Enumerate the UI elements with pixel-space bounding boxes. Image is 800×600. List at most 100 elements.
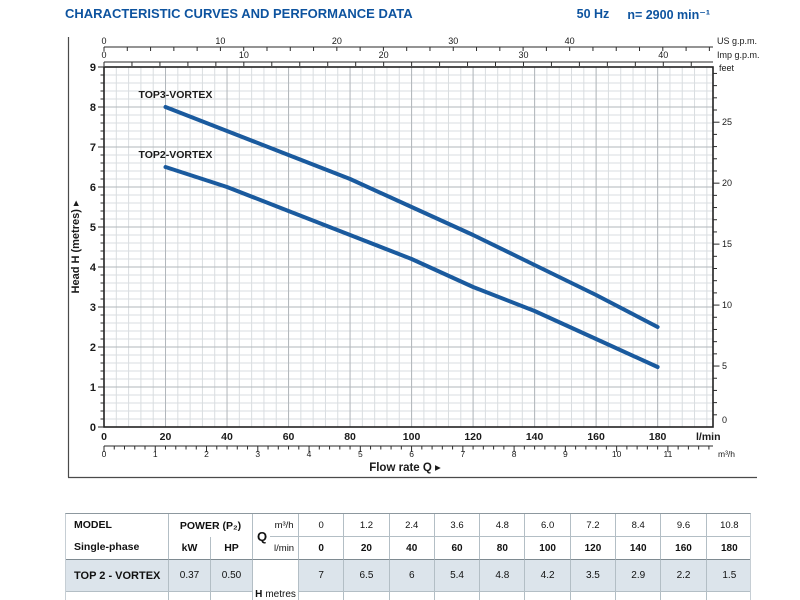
svg-text:180: 180 (649, 431, 667, 443)
model-label: MODEL (74, 519, 112, 531)
svg-text:0: 0 (101, 431, 107, 443)
svg-text:7: 7 (90, 142, 96, 154)
svg-text:TOP2-VORTEX: TOP2-VORTEX (139, 149, 213, 161)
imp-gpm-axis (103, 61, 713, 66)
svg-text:feet: feet (719, 63, 735, 73)
m3h-header-value: 1.2 (344, 514, 390, 537)
m3h-axis-ticks (103, 445, 713, 452)
feet-axis-labels: 0 5 10 15 20 25 feet (719, 63, 735, 425)
svg-text:5: 5 (358, 449, 363, 459)
m3h-header-value: 6.0 (525, 514, 571, 537)
svg-text:m³/h: m³/h (718, 449, 735, 459)
lmin-header-value: 100 (525, 537, 571, 560)
q-unit-lmin: l/min (274, 542, 295, 554)
hp-header-cell: HP (211, 537, 253, 560)
lmin-axis-labels: 0 20 40 60 80 100 120 140 160 180 l/min (101, 431, 720, 443)
hp-value-cell: 0.50 (211, 560, 253, 592)
m3h-header-value: 8.4 (616, 514, 662, 537)
m3h-header-value: 9.6 (661, 514, 707, 537)
partial-row-cell (390, 592, 435, 600)
h-label-bold: H (255, 589, 263, 600)
m3h-header-value: 7.2 (570, 514, 617, 537)
partial-row-cell (169, 592, 211, 600)
svg-text:120: 120 (464, 431, 482, 443)
m3h-header-value: 4.8 (480, 514, 526, 537)
partial-row-cell (299, 592, 345, 600)
svg-text:15: 15 (722, 239, 732, 249)
head-value: 7 (299, 560, 345, 592)
svg-text:9: 9 (90, 62, 96, 74)
svg-text:140: 140 (526, 431, 544, 443)
head-axis-ticks (98, 66, 104, 428)
partial-row-cell (616, 592, 662, 600)
head-value: 1.5 (706, 560, 750, 592)
m3h-axis-labels: 0 1 2 3 4 5 6 7 8 9 10 11 m³/h (102, 449, 736, 459)
svg-text:10: 10 (612, 449, 622, 459)
frequency-label: 50 Hz (576, 7, 610, 21)
partial-row-cell (707, 592, 750, 600)
svg-text:40: 40 (565, 36, 575, 46)
svg-text:1: 1 (153, 449, 158, 459)
model-header-cell: MODEL Single-phase (66, 514, 169, 560)
svg-text:5: 5 (90, 222, 96, 234)
svg-text:160: 160 (587, 431, 605, 443)
svg-text:10: 10 (215, 36, 225, 46)
grid-minor (104, 67, 713, 427)
partial-row-cell (211, 592, 253, 600)
partial-row-cell (661, 592, 707, 600)
m3h-header-value: 2.4 (389, 514, 435, 537)
lmin-header-value: 160 (661, 537, 707, 560)
q-label: Q (257, 529, 268, 544)
power-header-cell: POWER (P₂) (169, 514, 253, 537)
svg-text:4: 4 (307, 449, 312, 459)
svg-text:l/min: l/min (696, 431, 721, 443)
svg-text:Head H (metres) ▸: Head H (metres) ▸ (70, 200, 82, 293)
performance-table: MODEL Single-phase POWER (P₂) kW HP Q m³… (65, 513, 751, 600)
h-metres-cell: H metres (253, 560, 299, 600)
head-value: 2.9 (616, 560, 662, 592)
us-gpm-axis (103, 46, 713, 51)
head-value: 6.5 (344, 560, 390, 592)
head-value: 6 (389, 560, 435, 592)
svg-text:20: 20 (160, 431, 172, 443)
lmin-header-value: 20 (344, 537, 390, 560)
head-axis-labels: 0 1 2 3 4 5 6 7 8 9 (90, 62, 97, 434)
svg-text:60: 60 (283, 431, 295, 443)
speed-label: n= 2900 min⁻¹ (627, 8, 710, 22)
curve-top3-vortex (163, 105, 660, 329)
svg-text:9: 9 (563, 449, 568, 459)
svg-text:0: 0 (102, 449, 107, 459)
svg-text:11: 11 (663, 449, 672, 459)
chart-frame (67, 37, 757, 479)
svg-text:5: 5 (722, 361, 727, 371)
head-value: 2.2 (661, 560, 707, 592)
svg-text:20: 20 (722, 178, 732, 188)
model-name-cell: TOP 2 - VORTEX (66, 560, 169, 592)
svg-text:8: 8 (90, 102, 96, 114)
svg-text:80: 80 (344, 431, 356, 443)
partial-row-cell (480, 592, 526, 600)
svg-text:10: 10 (239, 50, 249, 60)
kw-value-cell: 0.37 (169, 560, 211, 592)
feet-axis-ticks (713, 72, 720, 416)
lmin-header-value: 80 (480, 537, 526, 560)
lmin-header-value: 40 (389, 537, 435, 560)
curve-labels: TOP3-VORTEX TOP2-VORTEX (139, 89, 213, 161)
svg-text:20: 20 (379, 50, 389, 60)
head-value: 5.4 (434, 560, 481, 592)
svg-text:8: 8 (512, 449, 517, 459)
head-axis-label: Head H (metres) ▸ (70, 200, 82, 293)
q-header-cell: Q m³/h l/min (253, 514, 299, 560)
plot-border (103, 66, 714, 428)
lmin-header-value: 60 (434, 537, 481, 560)
svg-text:6: 6 (409, 449, 414, 459)
svg-text:TOP3-VORTEX: TOP3-VORTEX (139, 89, 213, 101)
head-value: 3.5 (570, 560, 617, 592)
partial-row-cell (66, 592, 169, 600)
lmin-header-value: 140 (616, 537, 662, 560)
us-gpm-axis-labels: 0 10 20 30 40 US g.p.m. (101, 36, 757, 46)
single-phase-label: Single-phase (74, 541, 140, 553)
svg-text:1: 1 (90, 382, 96, 394)
svg-text:30: 30 (518, 50, 528, 60)
m3h-header-value: 10.8 (706, 514, 750, 537)
